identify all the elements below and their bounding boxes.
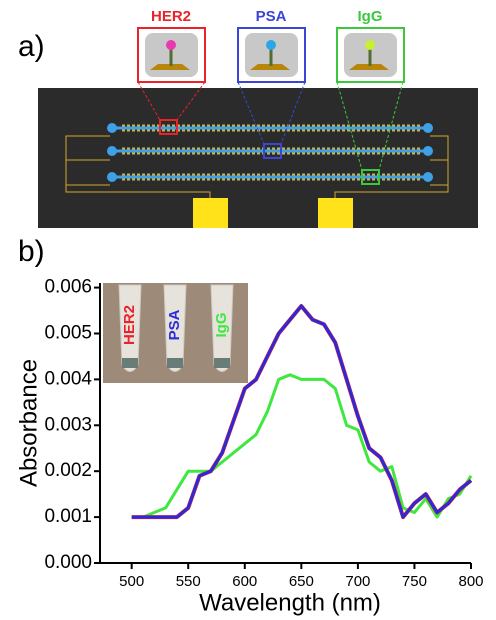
probe-label: HER2 (151, 8, 191, 25)
y-axis-label: Absorbance (15, 359, 42, 487)
figure: a) b) (0, 0, 496, 620)
x-tick-label: 550 (176, 573, 201, 590)
probe-insets (138, 28, 404, 82)
y-tick-label: 0.005 (44, 323, 92, 344)
y-tick-label: 0.002 (44, 460, 92, 481)
x-tick-label: 500 (119, 573, 144, 590)
y-tick-label: 0.004 (44, 368, 92, 389)
x-tick-label: 800 (458, 573, 483, 590)
x-tick-label: 750 (402, 573, 427, 590)
x-axis-label: Wavelength (nm) (199, 589, 381, 616)
tube-label: IgG (213, 313, 230, 338)
panel-label: a) (18, 30, 45, 63)
tube-liquid (122, 358, 138, 368)
y-tick-label: 0.001 (44, 506, 92, 527)
y-tick-label: 0.003 (44, 414, 92, 435)
tube-liquid (167, 358, 183, 368)
probe-label: PSA (256, 8, 287, 25)
page: {"panels": ["a)", "b)"], "diagram": {"la… (0, 0, 496, 620)
series-line (132, 375, 471, 517)
tube-label: HER2 (121, 305, 138, 345)
y-tick-label: 0.006 (44, 277, 92, 298)
x-tick-label: 650 (289, 573, 314, 590)
tube-liquid (214, 358, 230, 368)
chip (38, 82, 478, 228)
tube-label: PSA (166, 309, 183, 340)
y-tick-label: 0.000 (44, 552, 92, 573)
x-tick-label: 700 (345, 573, 370, 590)
probe-label: IgG (358, 8, 383, 25)
panel-label: b) (18, 235, 45, 268)
x-tick-label: 600 (232, 573, 257, 590)
